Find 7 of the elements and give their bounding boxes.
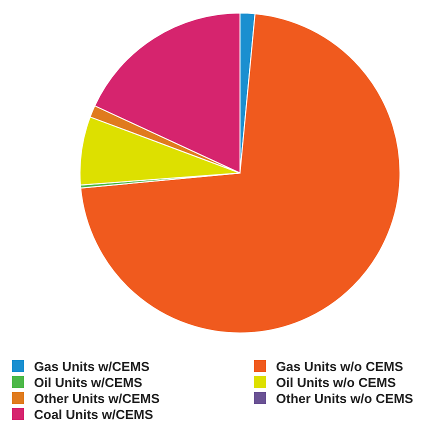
legend-label: Gas Units w/CEMS xyxy=(34,359,150,374)
legend-label: Gas Units w/o CEMS xyxy=(276,359,404,374)
legend-label: Coal Units w/CEMS xyxy=(34,407,154,422)
legend-label: Other Units w/CEMS xyxy=(34,391,160,406)
legend-label: Other Units w/o CEMS xyxy=(276,391,414,406)
legend-label: Oil Units w/CEMS xyxy=(34,375,143,390)
legend-label: Oil Units w/o CEMS xyxy=(276,375,396,390)
